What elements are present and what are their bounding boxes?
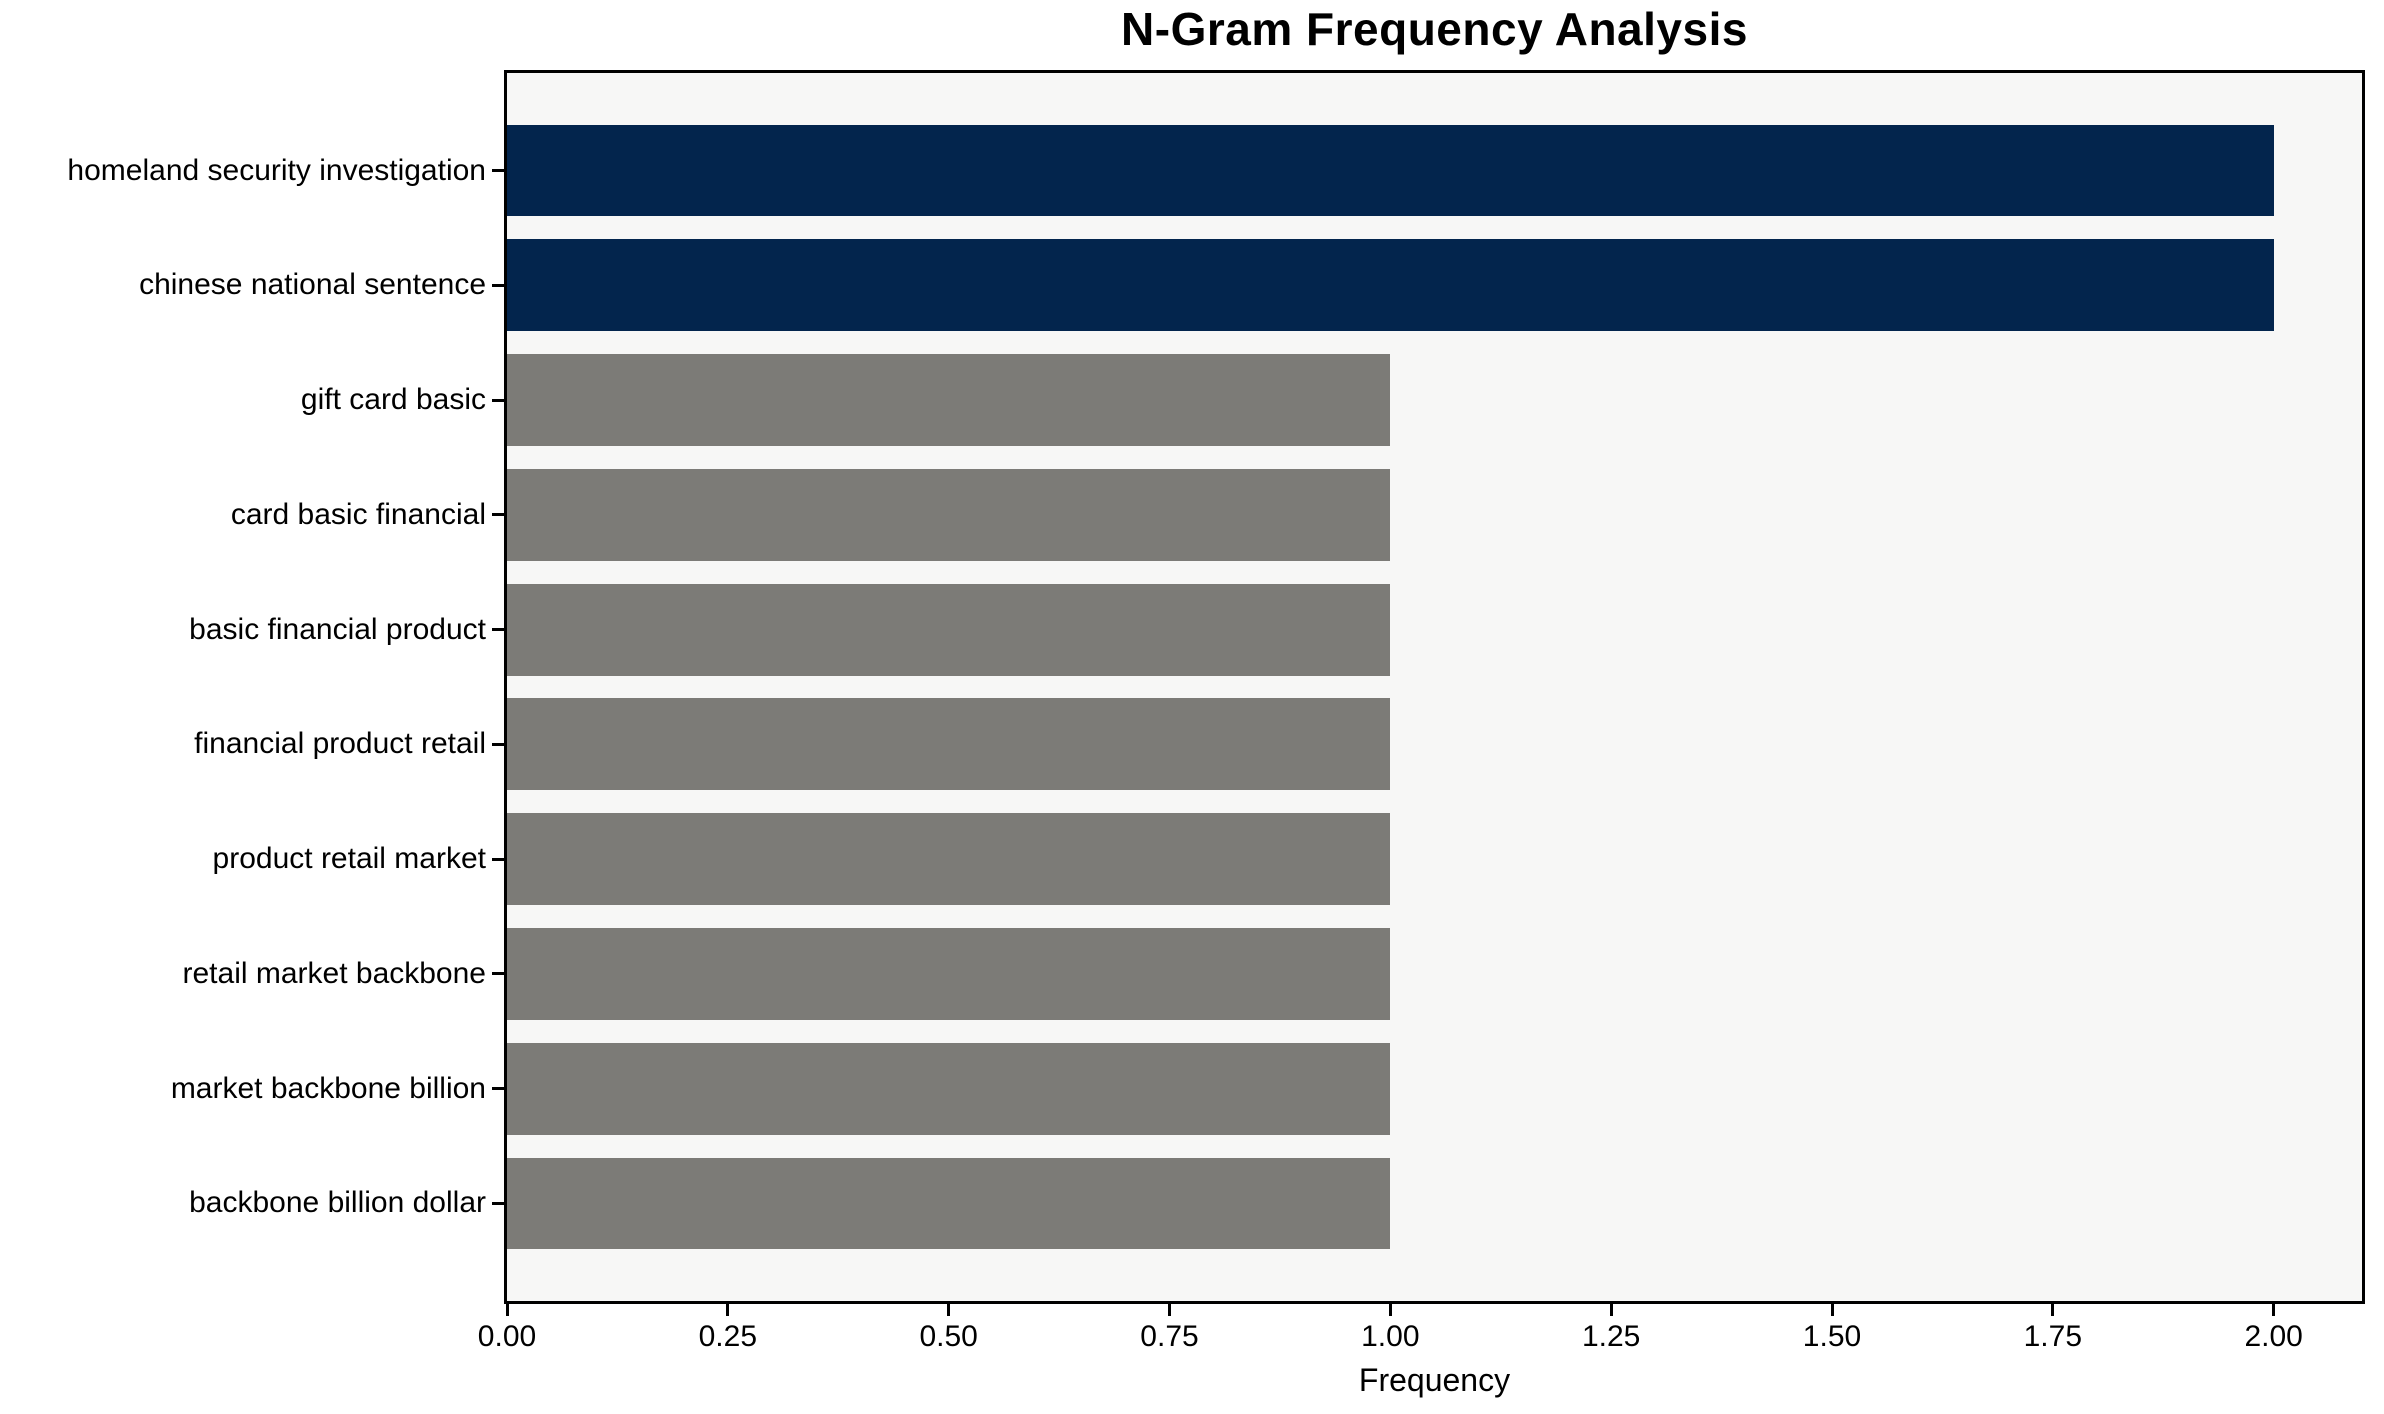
bar [507, 124, 2274, 217]
bar [507, 239, 2274, 332]
x-tick-mark [947, 1304, 951, 1316]
y-tick-label: product retail market [212, 842, 486, 876]
y-tick-label: basic financial product [189, 612, 486, 646]
bar [507, 1042, 1391, 1135]
y-tick-mark [492, 972, 504, 976]
y-tick-label: homeland security investigation [67, 153, 486, 187]
x-tick-mark [726, 1304, 730, 1316]
y-tick-label: retail market backbone [182, 956, 487, 990]
bar [507, 813, 1391, 906]
bar [507, 698, 1391, 791]
y-tick-label: chinese national sentence [139, 268, 486, 302]
x-tick-mark [1168, 1304, 1171, 1316]
y-tick-mark [492, 1201, 504, 1205]
y-tick-label: card basic financial [230, 497, 486, 531]
y-tick-label: gift card basic [300, 383, 486, 417]
bar [507, 1157, 1391, 1250]
x-tick-mark [2051, 1304, 2055, 1316]
y-tick-mark [492, 628, 504, 632]
bar [507, 928, 1391, 1020]
y-tick-mark [492, 857, 504, 861]
y-tick-mark [492, 513, 504, 517]
x-tick-mark [1609, 1304, 1613, 1316]
y-tick-label: market backbone billion [170, 1071, 486, 1105]
y-tick-mark [492, 742, 504, 746]
x-tick-mark [2272, 1304, 2276, 1316]
y-tick-mark [492, 398, 504, 402]
y-tick-mark [492, 283, 504, 287]
x-tick-mark [1830, 1304, 1834, 1316]
x-tick-label: 0.00 [477, 1320, 537, 1353]
x-tick-label: 1.00 [1361, 1320, 1420, 1353]
x-tick-label: 0.50 [919, 1320, 978, 1353]
chart-title: N-Gram Frequency Analysis [1121, 3, 1748, 55]
bar [507, 583, 1391, 676]
x-tick-label: 1.75 [2023, 1320, 2083, 1353]
y-tick-label: financial product retail [194, 727, 486, 761]
x-tick-mark [505, 1304, 509, 1316]
x-tick-label: 1.50 [1802, 1320, 1862, 1353]
x-tick-label: 0.25 [698, 1320, 758, 1353]
x-axis-label: Frequency [1358, 1362, 1511, 1398]
bar [507, 468, 1391, 561]
y-tick-mark [492, 1087, 504, 1091]
bar [507, 354, 1391, 446]
x-tick-mark [1388, 1304, 1392, 1316]
y-tick-label: backbone billion dollar [189, 1186, 486, 1220]
x-tick-label: 2.00 [2244, 1320, 2303, 1353]
y-tick-mark [492, 169, 504, 173]
x-tick-label: 0.75 [1140, 1320, 1199, 1353]
x-tick-label: 1.25 [1581, 1320, 1641, 1353]
